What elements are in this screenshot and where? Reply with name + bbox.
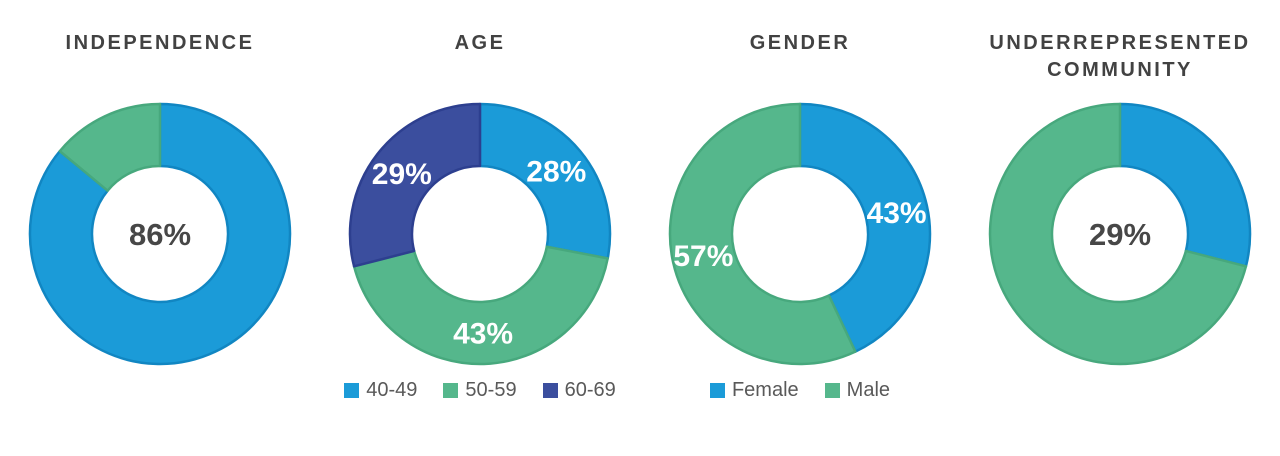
chart-gender: GENDER 43% 57% Female Male <box>640 0 960 456</box>
donut-slice <box>988 102 1248 366</box>
legend-label: 60-69 <box>564 378 616 401</box>
donut-center-label: 86% <box>129 217 191 252</box>
chart-independence: INDEPENDENCE 86% <box>0 0 320 456</box>
legend-swatch <box>443 382 459 398</box>
legend-item: Female <box>709 378 799 402</box>
legend-item: 40-49 <box>344 378 417 402</box>
donut-chart-gender: 43% 57% <box>668 102 932 366</box>
donut-center-label: 29% <box>1089 217 1151 252</box>
slice-percent-label: 28% <box>526 155 586 188</box>
donut-slice <box>352 245 609 366</box>
chart-age: AGE 28% 43% 29% 40-49 50-59 60-69 <box>320 0 640 456</box>
slice-percent-label: 43% <box>867 197 927 230</box>
donut-chart-age: 28% 43% 29% <box>348 102 612 366</box>
chart-title-age: AGE <box>454 32 506 54</box>
legend-label: 50-59 <box>465 378 517 401</box>
chart-underrepresented-community: UNDERREPRESENTED COMMUNITY 29% <box>960 0 1280 456</box>
slice-percent-label: 43% <box>453 318 513 351</box>
legend-swatch <box>709 382 725 398</box>
donut-slice <box>348 102 482 268</box>
donut-slice <box>798 102 932 353</box>
legend-age: 40-49 50-59 60-69 <box>344 378 616 402</box>
legend-gender: Female Male <box>709 378 891 402</box>
chart-title-gender: GENDER <box>749 32 851 54</box>
legend-label: Male <box>846 378 891 401</box>
donut-slice <box>1118 102 1252 268</box>
slice-percent-label: 57% <box>673 240 733 273</box>
slice-percent-label: 29% <box>372 158 432 191</box>
legend-label: Female <box>731 378 799 401</box>
donut-slice <box>28 102 292 366</box>
legend-label: 40-49 <box>366 378 418 401</box>
legend-swatch <box>344 382 360 398</box>
chart-title-underrepresented-community: UNDERREPRESENTED COMMUNITY <box>989 32 1251 81</box>
legend-item: Male <box>824 378 891 402</box>
legend-item: 50-59 <box>443 378 517 402</box>
legend-item: 60-69 <box>542 378 616 402</box>
legend-swatch <box>824 382 840 398</box>
donut-slice <box>58 102 162 192</box>
donut-slice <box>478 102 612 260</box>
donut-slice <box>668 102 857 366</box>
donut-chart-underrepresented-community: 29% <box>988 102 1252 366</box>
legend-swatch <box>542 382 558 398</box>
donut-chart-independence: 86% <box>28 102 292 366</box>
chart-title-independence: INDEPENDENCE <box>65 32 255 54</box>
